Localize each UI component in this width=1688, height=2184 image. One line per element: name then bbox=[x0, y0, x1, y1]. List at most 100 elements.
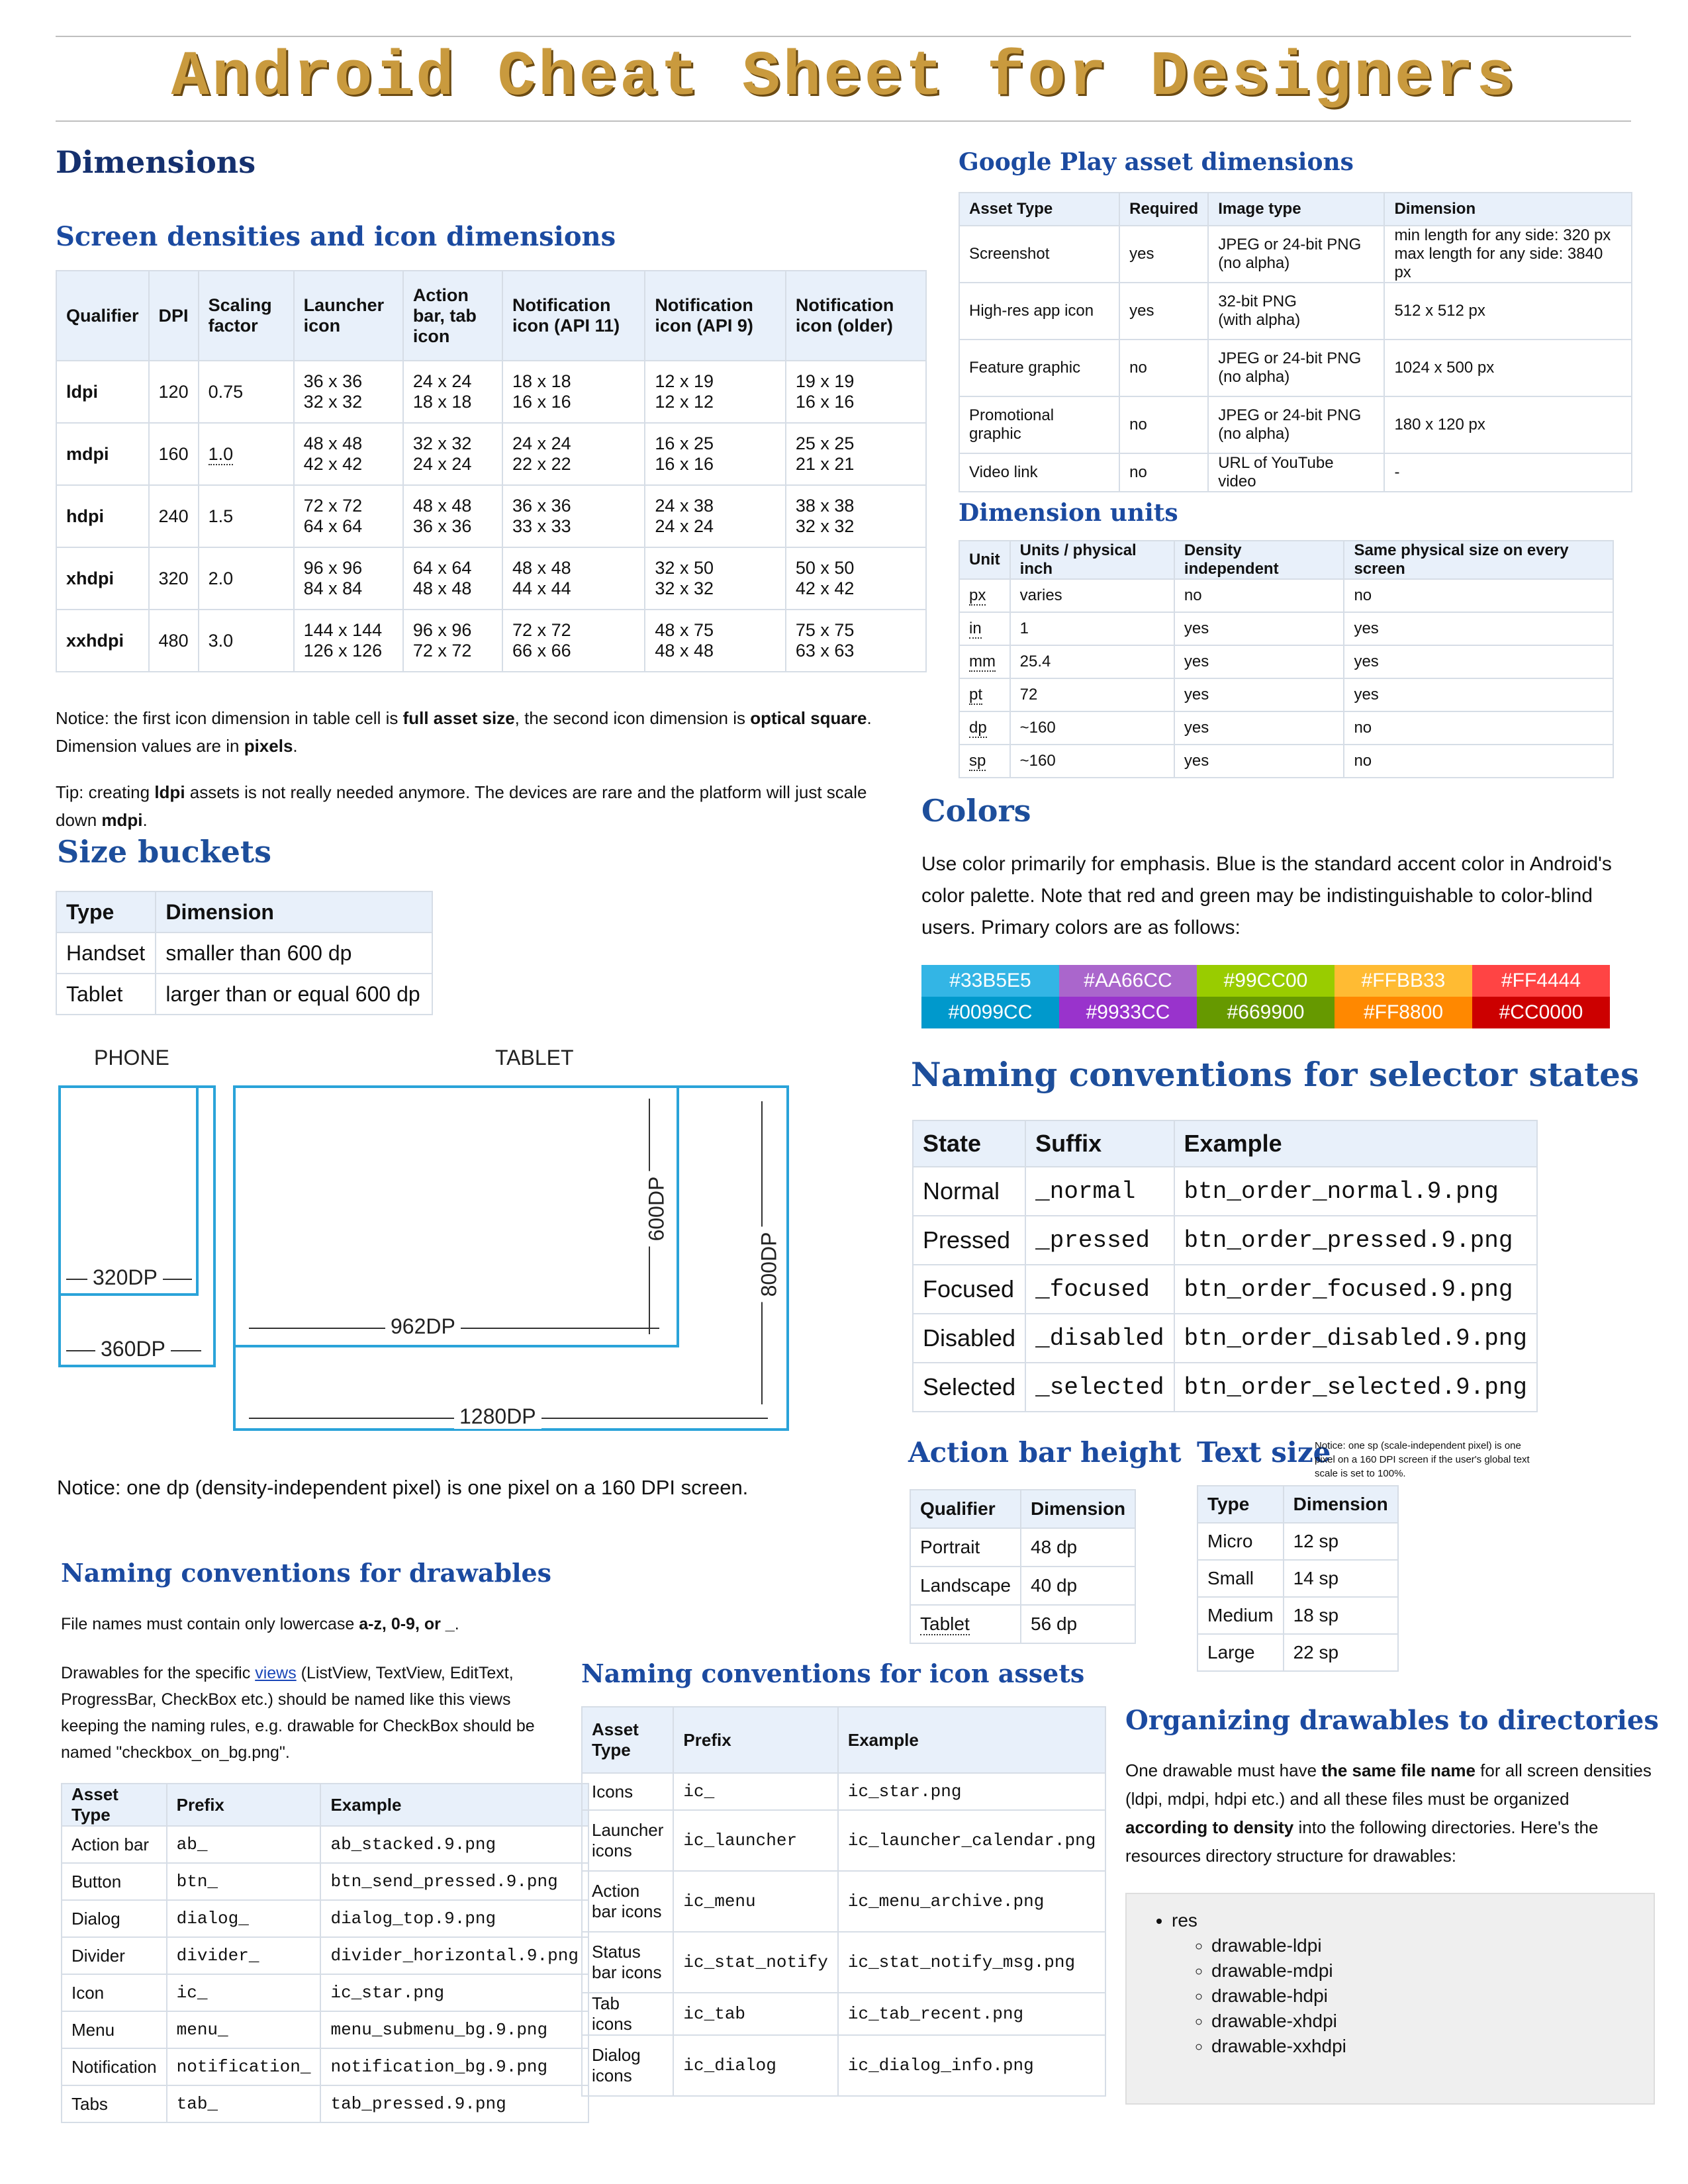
table-cell: 24 x 24 18 x 18 bbox=[402, 360, 504, 424]
table-cell: yes bbox=[1343, 678, 1614, 712]
resource-tree: res drawable-ldpi drawable-mdpi drawable-h… bbox=[1172, 1906, 1346, 2061]
table-cell: no bbox=[1119, 453, 1209, 492]
tip-text: assets is not really needed anymore. The… bbox=[56, 782, 867, 830]
table-row: xxhdpi 480 3.0 144 x 144 126 x 126 96 x 96 7… bbox=[56, 609, 927, 672]
org-text: into the following directories. Here's t… bbox=[1125, 1817, 1599, 1866]
table-row: Feature graphic no JPEG or 24-bit PNG (no … bbox=[958, 339, 1632, 397]
table-cell-text: in bbox=[969, 619, 982, 639]
table-header-row: Asset Type Prefix Example bbox=[61, 1783, 589, 1827]
table-cell: 36 x 36 33 x 33 bbox=[502, 484, 646, 548]
rule-bold: a-z, 0-9, or _ bbox=[359, 1615, 455, 1633]
table-cell: btn_order_selected.9.png bbox=[1173, 1362, 1538, 1412]
table-cell: 56 dp bbox=[1020, 1604, 1137, 1644]
table-cell: 16 x 25 16 x 16 bbox=[644, 422, 786, 486]
notice-bold: full asset size bbox=[402, 708, 515, 728]
table-header-cell: Suffix bbox=[1025, 1120, 1175, 1167]
table-row: Icon ic_ ic_star.png bbox=[61, 1974, 589, 2012]
table-row: Normal _normal btn_order_normal.9.png bbox=[912, 1166, 1538, 1216]
views-link[interactable]: views bbox=[255, 1664, 297, 1682]
drawables-table: Asset Type Prefix Example Action bar ab_ ab_… bbox=[61, 1783, 589, 2123]
table-header-cell: Dimension bbox=[155, 891, 433, 933]
phone-label: PHONE bbox=[94, 1046, 169, 1069]
organizing-heading: Organizing drawables to directories bbox=[1125, 1705, 1659, 1736]
org-text: for all screen densities (ldpi, mdpi, hd… bbox=[1125, 1760, 1652, 1809]
table-cell: Handset bbox=[55, 932, 157, 974]
icon-assets-table: Asset Type Prefix Example Icons ic_ ic_star.… bbox=[581, 1706, 1107, 2097]
screen-densities-heading: Screen densities and icon dimensions bbox=[56, 221, 616, 252]
table-cell-text: pt bbox=[969, 686, 983, 705]
res-dir-item: drawable-ldpi bbox=[1211, 1935, 1346, 1956]
rule-text: File names must contain only lowercase bbox=[61, 1615, 359, 1633]
table-cell: xhdpi bbox=[56, 547, 150, 610]
table-cell: _selected bbox=[1025, 1362, 1175, 1412]
table-cell: JPEG or 24-bit PNG (no alpha) bbox=[1207, 225, 1385, 283]
table-cell: 22 sp bbox=[1282, 1633, 1399, 1672]
table-row: Small 14 sp bbox=[1197, 1559, 1399, 1598]
table-cell: yes bbox=[1173, 678, 1345, 712]
table-cell: Focused bbox=[912, 1264, 1027, 1314]
table-cell: 180 x 120 px bbox=[1383, 396, 1632, 454]
table-cell: tab_pressed.9.png bbox=[320, 2085, 589, 2123]
dimension-units-heading: Dimension units bbox=[959, 499, 1178, 527]
table-header-cell: Launcher icon bbox=[293, 270, 404, 361]
phone-inner-width-label: 320DP bbox=[87, 1265, 163, 1290]
table-cell: Promotional graphic bbox=[958, 396, 1121, 454]
table-cell: 24 x 38 24 x 24 bbox=[644, 484, 786, 548]
table-cell: Icons bbox=[581, 1772, 675, 1811]
table-cell: Dialog icons bbox=[581, 2034, 675, 2097]
table-cell: Video link bbox=[958, 453, 1121, 492]
rule-text: . bbox=[454, 1615, 459, 1633]
table-header-cell: Asset Type bbox=[61, 1783, 167, 1827]
table-row: mm 25.4 yes yes bbox=[959, 645, 1614, 679]
table-row: Icons ic_ ic_star.png bbox=[581, 1772, 1107, 1811]
table-header-cell: Qualifier bbox=[56, 270, 150, 361]
table-header-cell: Notification icon (API 9) bbox=[644, 270, 786, 361]
table-cell: - bbox=[1383, 453, 1632, 492]
color-swatch: #33B5E5 bbox=[921, 965, 1059, 997]
dimensions-heading: Dimensions bbox=[56, 144, 256, 180]
table-cell: Action bar bbox=[61, 1825, 167, 1864]
notice-text: . bbox=[867, 708, 872, 728]
table-cell: 72 bbox=[1009, 678, 1175, 712]
table-row: Large 22 sp bbox=[1197, 1633, 1399, 1672]
table-cell: ic_ bbox=[165, 1974, 322, 2012]
rule-text: Drawables for the specific bbox=[61, 1664, 256, 1682]
table-row: Focused _focused btn_order_focused.9.png bbox=[912, 1264, 1538, 1314]
table-header-cell: Unit bbox=[959, 540, 1011, 580]
table-cell: 512 x 512 px bbox=[1383, 282, 1632, 340]
table-cell: Large bbox=[1197, 1633, 1284, 1672]
tablet-outer-width-label: 1280DP bbox=[454, 1404, 541, 1429]
table-cell: Button bbox=[61, 1862, 167, 1901]
notice-text: Dimension values are in bbox=[56, 736, 244, 756]
table-cell: 12 x 19 12 x 12 bbox=[644, 360, 786, 424]
table-cell: ic_ bbox=[673, 1772, 839, 1811]
res-dir-item: drawable-hdpi bbox=[1211, 1985, 1346, 2007]
table-header-cell: Notification icon (API 11) bbox=[502, 270, 646, 361]
table-row: xhdpi 320 2.0 96 x 96 84 x 84 64 x 64 48 x 4… bbox=[56, 547, 927, 610]
table-cell: ~160 bbox=[1009, 711, 1175, 745]
tablet-inner-height-label: 600DP bbox=[644, 1171, 669, 1247]
table-cell-text: Tablet bbox=[920, 1614, 970, 1635]
table-cell: 1024 x 500 px bbox=[1383, 339, 1632, 397]
table-cell: ic_menu_archive.png bbox=[837, 1870, 1107, 1933]
size-buckets-table: Type Dimension Handset smaller than 600 dp… bbox=[55, 891, 433, 1015]
table-cell: yes bbox=[1173, 612, 1345, 646]
table-header-cell: Dimension bbox=[1282, 1485, 1399, 1524]
table-cell: 40 dp bbox=[1020, 1566, 1137, 1606]
table-cell: notification_bg.9.png bbox=[320, 2048, 589, 2086]
table-cell: 2.0 bbox=[197, 547, 295, 610]
table-cell: 1.5 bbox=[197, 484, 295, 548]
table-cell: btn_order_normal.9.png bbox=[1173, 1166, 1538, 1216]
table-cell: 14 sp bbox=[1282, 1559, 1399, 1598]
table-cell: 120 bbox=[148, 360, 199, 424]
table-cell: 32 x 32 24 x 24 bbox=[402, 422, 504, 486]
action-bar-height-table: Qualifier Dimension Portrait 48 dp Landscap… bbox=[909, 1489, 1137, 1644]
table-header-cell: Asset Type bbox=[581, 1706, 675, 1774]
table-cell: 3.0 bbox=[197, 609, 295, 672]
table-cell: no bbox=[1119, 339, 1209, 397]
table-cell: 48 x 48 36 x 36 bbox=[402, 484, 504, 548]
table-cell: ic_dialog_info.png bbox=[837, 2034, 1107, 2097]
table-header-cell: Dimension bbox=[1383, 192, 1632, 226]
res-root: res drawable-ldpi drawable-mdpi drawable-h… bbox=[1172, 1910, 1346, 2057]
table-cell-text: mm bbox=[969, 653, 996, 672]
